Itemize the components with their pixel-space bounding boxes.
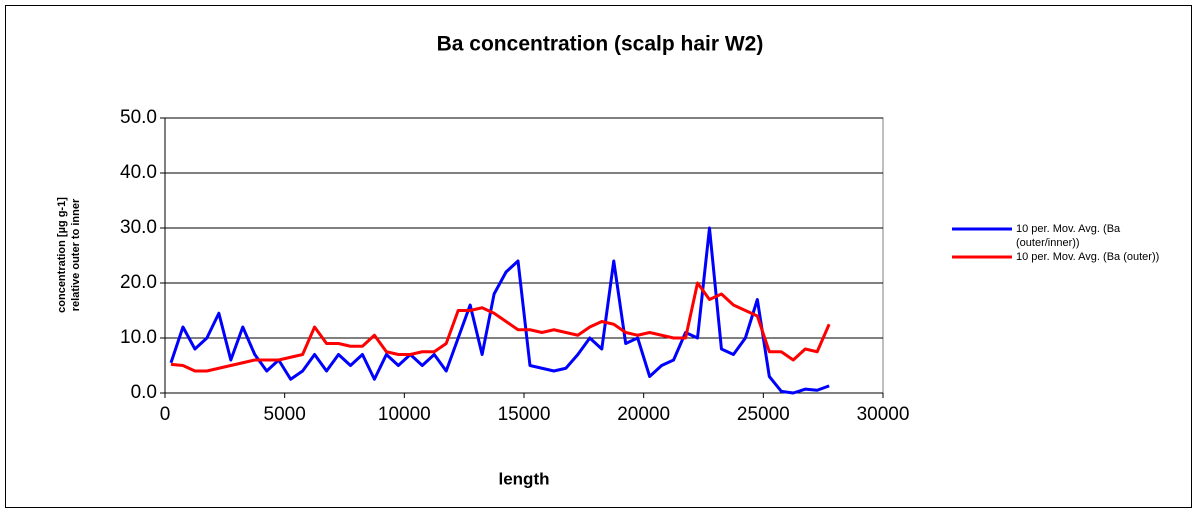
x-tick-label: 0 <box>160 404 171 425</box>
y-tick-label: 50.0 <box>120 107 157 128</box>
x-tick-label: 25000 <box>737 404 790 425</box>
x-tick-label: 10000 <box>378 404 431 425</box>
x-axis-label: length <box>499 469 550 488</box>
x-tick-label: 20000 <box>617 404 670 425</box>
data-line <box>169 226 830 395</box>
legend-label: 10 per. Mov. Avg. (Ba (outer)) <box>1016 251 1160 263</box>
data-line <box>170 281 831 373</box>
x-tick-label: 5000 <box>264 404 306 425</box>
y-tick-label: 10.0 <box>120 327 157 348</box>
chart-title: Ba concentration (scalp hair W2) <box>437 33 764 56</box>
y-tick-label: 30.0 <box>120 217 157 238</box>
y-tick-label: 0.0 <box>131 382 157 403</box>
y-tick-label: 20.0 <box>120 272 157 293</box>
legend-label: 10 per. Mov. Avg. (Ba (outer/inner)) <box>1016 223 1121 249</box>
x-tick-label: 15000 <box>498 404 551 425</box>
y-axis-label: concentration [µg g-1] <box>56 197 68 313</box>
y-tick-label: 40.0 <box>120 162 157 183</box>
y-axis-label: relative outer to inner <box>70 198 82 311</box>
x-tick-label: 30000 <box>857 404 910 425</box>
